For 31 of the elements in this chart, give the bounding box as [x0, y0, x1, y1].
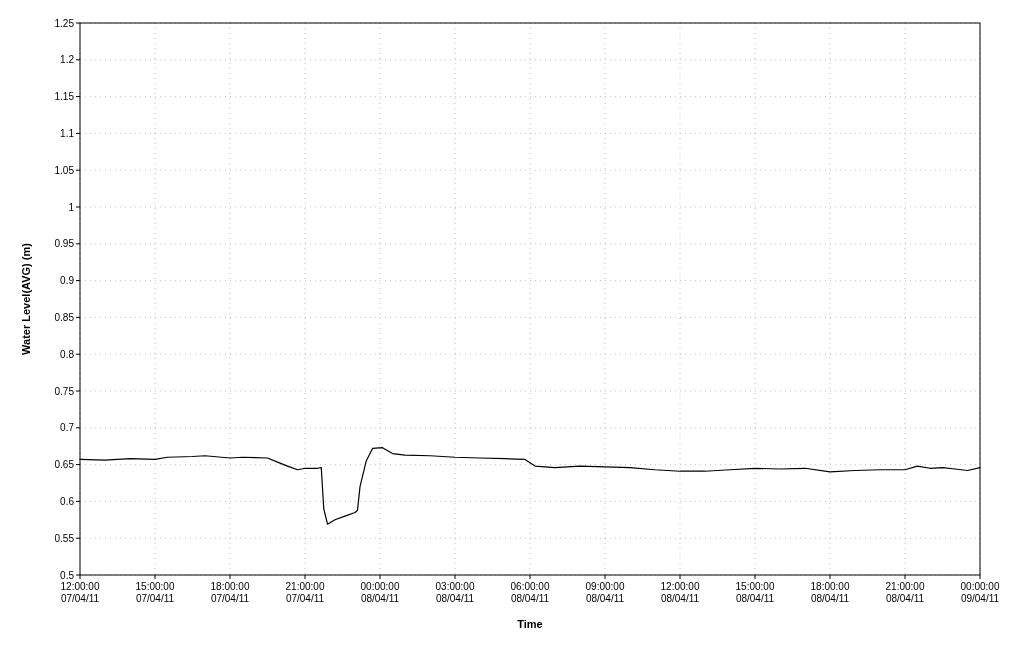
y-tick-label: 1.2 — [60, 54, 75, 66]
x-tick-label: 09:00:00 08/04/11 — [585, 581, 625, 604]
x-tick-label: 12:00:00 08/04/11 — [660, 581, 700, 604]
x-tick-label: 15:00:00 08/04/11 — [735, 581, 775, 604]
x-tick-label: 06:00:00 08/04/11 — [510, 581, 550, 604]
x-tick-label: 21:00:00 08/04/11 — [885, 581, 925, 604]
y-tick-label: 0.85 — [54, 311, 75, 323]
y-tick-label: 0.75 — [54, 385, 75, 397]
y-tick-label: 0.7 — [60, 422, 75, 434]
y-tick-label: 0.55 — [54, 532, 75, 544]
x-tick-label: 00:00:00 08/04/11 — [360, 581, 400, 604]
x-tick-label: 18:00:00 07/04/11 — [210, 581, 250, 604]
y-tick-label: 0.9 — [60, 275, 75, 287]
x-tick-label: 18:00:00 08/04/11 — [810, 581, 850, 604]
x-tick-label: 12:00:00 07/04/11 — [60, 581, 100, 604]
y-tick-label: 0.8 — [60, 348, 75, 360]
y-tick-label: 0.95 — [54, 238, 75, 250]
y-axis-title: Water Level(AVG) (m) — [20, 242, 32, 355]
y-tick-label: 0.6 — [60, 495, 75, 507]
x-tick-label: 21:00:00 07/04/11 — [285, 581, 325, 604]
y-tick-label: 0.5 — [60, 569, 75, 581]
x-tick-label: 15:00:00 07/04/11 — [135, 581, 175, 604]
y-tick-label: 1 — [68, 201, 75, 213]
y-tick-label: 1.1 — [60, 127, 75, 139]
x-tick-label: 00:00:00 09/04/11 — [960, 581, 1000, 604]
x-tick-label: 03:00:00 08/04/11 — [435, 581, 475, 604]
y-tick-label: 1.05 — [54, 164, 75, 176]
y-tick-label: 1.25 — [54, 17, 75, 29]
y-tick-label: 0.65 — [54, 459, 75, 471]
x-axis-title: Time — [517, 618, 543, 630]
y-tick-label: 1.15 — [54, 91, 75, 103]
